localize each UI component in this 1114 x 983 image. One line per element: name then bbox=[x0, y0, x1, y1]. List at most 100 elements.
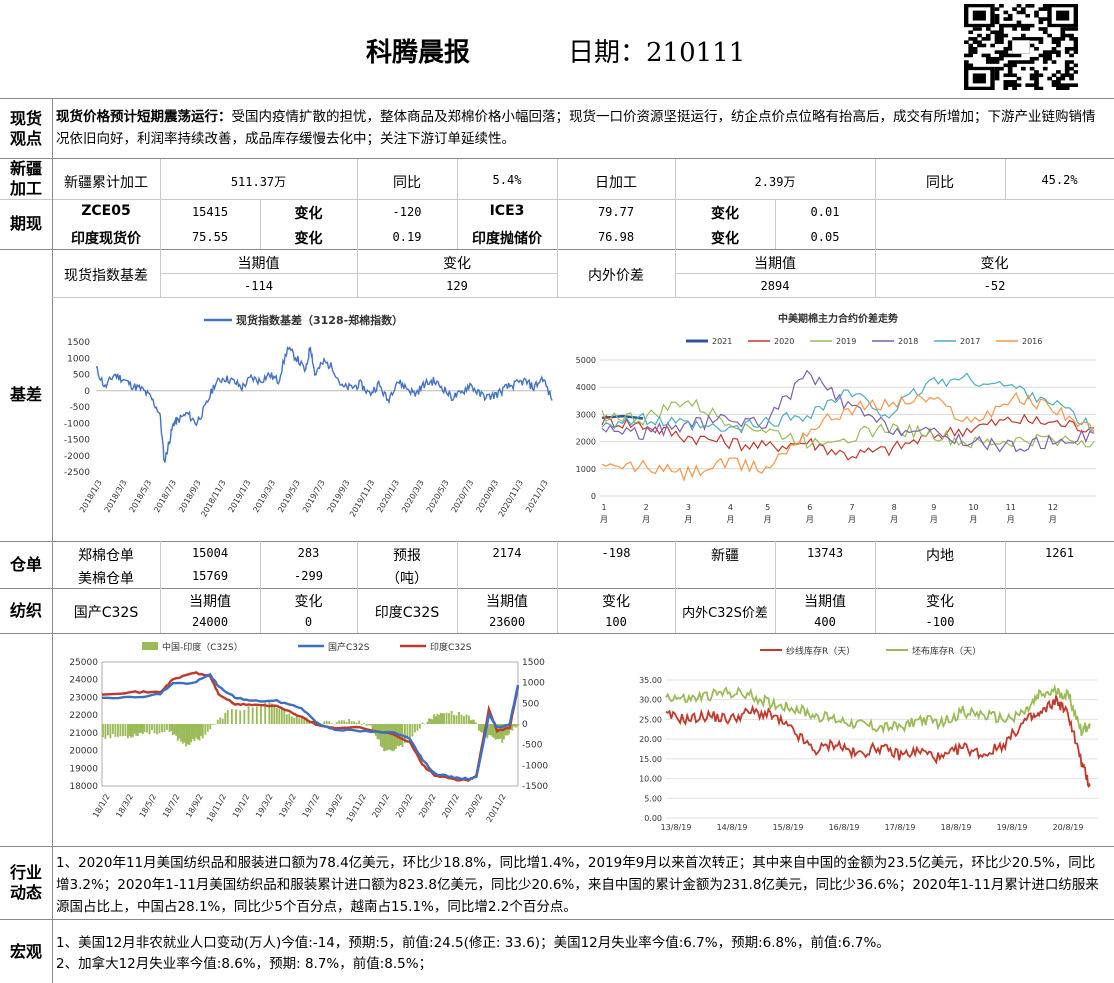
x-tick-label: 2020/9/3 bbox=[474, 479, 500, 515]
qr-module bbox=[1069, 33, 1074, 38]
qr-module bbox=[1042, 27, 1048, 31]
qr-module bbox=[994, 17, 1000, 21]
qr-module bbox=[1056, 43, 1061, 48]
futures-india-spot-chg: 0.19 bbox=[392, 230, 422, 244]
diff-bar bbox=[439, 712, 442, 724]
qr-module bbox=[1034, 76, 1039, 81]
qr-module bbox=[1060, 27, 1066, 31]
xj-daily-value: 2.39万 bbox=[754, 175, 796, 189]
futures-ice3-label: ICE3 bbox=[489, 203, 525, 219]
diff-bar bbox=[368, 724, 371, 726]
macro-line-2: 2、加拿大12月失业率今值:8.6%，预期: 8.7%，前值:8.5%； bbox=[56, 956, 433, 972]
x-tick-label: 2020/3/3 bbox=[400, 479, 426, 515]
diff-bar bbox=[360, 724, 363, 725]
c32s-price-chart: 中国-印度（C32S） 国产C32S 印度C32S 25000 24000 23000 22… bbox=[69, 641, 548, 824]
qr-module bbox=[1012, 83, 1017, 87]
qr-module bbox=[981, 53, 987, 58]
diff-bar bbox=[428, 718, 430, 724]
diff-bar bbox=[409, 724, 411, 738]
qr-module bbox=[994, 33, 1000, 38]
sp-diff-label: 内外C32S价差 bbox=[682, 606, 768, 621]
label-industry: 行业动态 bbox=[9, 863, 42, 902]
xj-daily-label: 日加工 bbox=[595, 175, 637, 191]
qr-module bbox=[1051, 80, 1057, 84]
label-futures: 期现 bbox=[9, 214, 42, 233]
qr-finder bbox=[1056, 10, 1070, 21]
qr-module bbox=[1038, 20, 1044, 25]
diff-bar bbox=[503, 724, 505, 740]
diff-bar bbox=[330, 723, 333, 724]
diff-bar bbox=[216, 719, 219, 724]
qr-module bbox=[985, 56, 991, 61]
x-tick-label: 19/5/2 bbox=[277, 793, 298, 820]
diff-bar bbox=[355, 722, 358, 724]
y2-tick-label: -500 bbox=[522, 741, 543, 751]
qr-module bbox=[1029, 56, 1035, 61]
x-tick-label: 7 bbox=[849, 503, 854, 512]
diff-bar bbox=[310, 723, 313, 724]
diff-bar bbox=[283, 708, 286, 724]
qr-module bbox=[968, 47, 974, 51]
qr-module bbox=[1069, 37, 1074, 41]
label-basis: 基差 bbox=[9, 385, 42, 404]
qr-module bbox=[1056, 83, 1061, 87]
diff-bar bbox=[171, 724, 174, 736]
x-tick-label: 10 bbox=[968, 503, 978, 512]
y-tick-label: 5.00 bbox=[644, 794, 662, 803]
diff-bar bbox=[493, 724, 495, 739]
diff-bar bbox=[426, 721, 429, 724]
wh-nd-label: 内地 bbox=[926, 548, 954, 564]
qr-module bbox=[1029, 43, 1035, 48]
qr-module bbox=[1029, 76, 1035, 81]
qr-module bbox=[964, 63, 969, 68]
y-tick-label: -1500 bbox=[64, 436, 90, 446]
y-tick-label: -2000 bbox=[64, 452, 90, 462]
diff-bar bbox=[264, 702, 267, 724]
qr-module bbox=[1064, 66, 1070, 71]
diff-bar bbox=[121, 724, 124, 737]
qr-module bbox=[1073, 70, 1079, 74]
x-tick-label: 19/8/19 bbox=[997, 823, 1028, 832]
diff-bar bbox=[180, 724, 183, 742]
x-tick-label: 2019/9/3 bbox=[326, 479, 352, 515]
diff-bar bbox=[288, 713, 291, 724]
qr-module bbox=[990, 56, 995, 61]
diff-bar bbox=[198, 724, 201, 741]
x-tick-label: 19/1/2 bbox=[231, 793, 252, 820]
qr-module bbox=[1060, 83, 1066, 87]
qr-module bbox=[1034, 73, 1039, 78]
diff-bar bbox=[183, 724, 186, 743]
diff-bar bbox=[436, 713, 439, 724]
qr-module bbox=[1025, 60, 1031, 64]
y-tick-label: 0.00 bbox=[644, 814, 662, 823]
diff-bar bbox=[494, 724, 497, 740]
wh-zc-label: 郑棉仓单 bbox=[78, 548, 134, 564]
report-date: 日期：210111 bbox=[568, 38, 746, 68]
qr-module bbox=[1012, 80, 1017, 84]
diff-bar bbox=[388, 724, 391, 750]
qr-module bbox=[1073, 37, 1079, 41]
diff-bar bbox=[411, 724, 414, 737]
qr-module bbox=[1007, 53, 1013, 58]
futures-india-reserve-chg: 0.05 bbox=[810, 230, 840, 244]
y-tick-label: -1000 bbox=[64, 419, 90, 429]
macro-line-1: 1、美国12月非农就业人口变动(万人)今值:-14，预期:5，前值:24.5(修… bbox=[56, 935, 890, 951]
diff-bar bbox=[124, 724, 127, 736]
qr-module bbox=[1042, 30, 1048, 35]
y-tick-label: 15.00 bbox=[639, 755, 662, 764]
label-spinning: 纺织 bbox=[9, 600, 42, 620]
diff-bar bbox=[373, 724, 376, 734]
diff-bar bbox=[499, 724, 502, 739]
diff-bar bbox=[389, 724, 392, 751]
qr-module bbox=[1003, 83, 1009, 87]
y-tick-label: 24000 bbox=[69, 676, 98, 686]
qr-module bbox=[1003, 50, 1009, 54]
diff-bar bbox=[190, 724, 193, 743]
qr-module bbox=[1003, 86, 1009, 91]
diff-bar bbox=[193, 724, 196, 741]
diff-bar bbox=[393, 724, 396, 751]
diff-bar bbox=[295, 714, 298, 724]
basis-cur-label-1: 当期值 bbox=[237, 256, 280, 272]
qr-module bbox=[1007, 66, 1013, 71]
diff-bar bbox=[379, 724, 382, 747]
